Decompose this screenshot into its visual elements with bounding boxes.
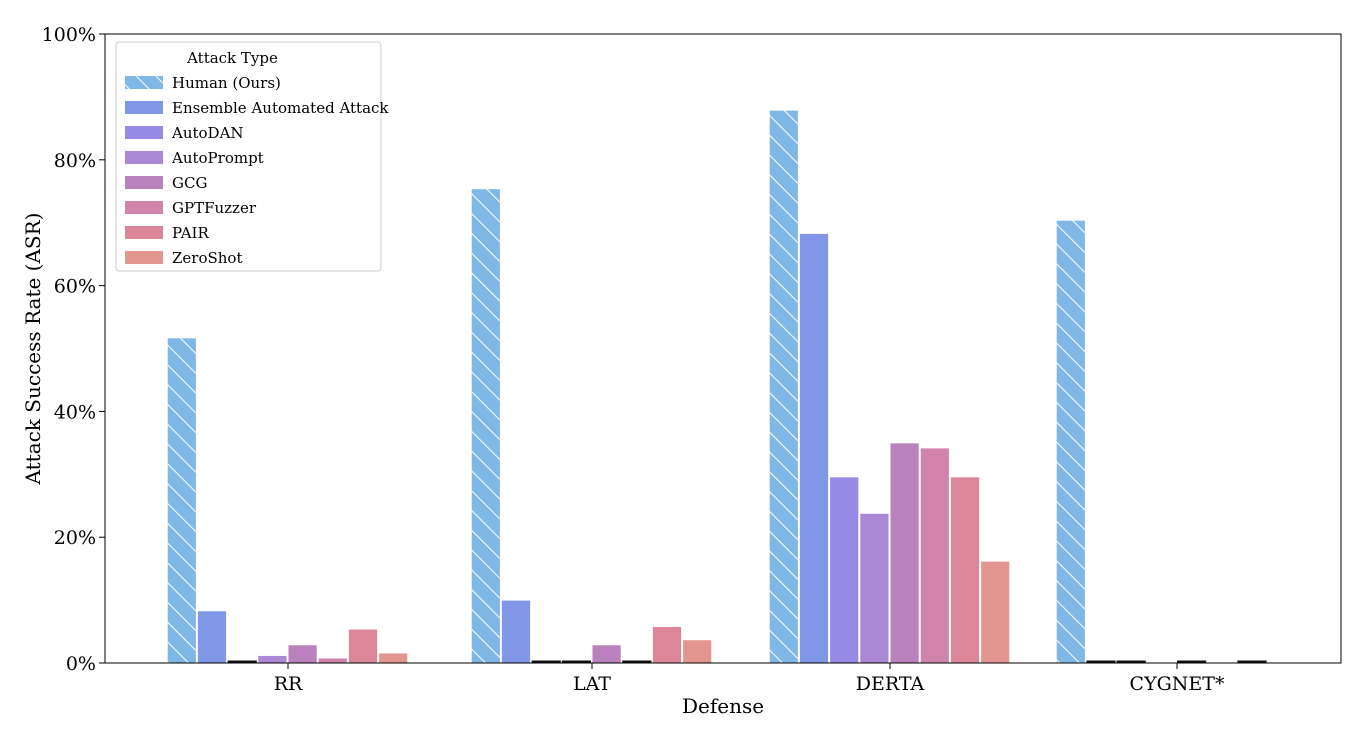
y-axis: 0% 20% 40% 60% 80% 100%: [42, 24, 105, 675]
bar-pair-derta: [949, 476, 981, 664]
bars-layer: [166, 109, 1267, 664]
legend-label: Human (Ours): [172, 74, 281, 92]
legend-swatch: [125, 251, 163, 264]
bar-gptfuzzer-rr: [317, 657, 348, 664]
plot-frame: [104, 33, 1342, 664]
legend-swatch: [125, 126, 163, 139]
y-tick-label: 0%: [66, 653, 96, 675]
bar-autodan-lat: [531, 660, 561, 663]
bar-hatch-lat: [471, 188, 501, 664]
bar-hatch-cygnet: [1056, 220, 1086, 663]
bar-ensemble-automated-attack-derta: [798, 232, 830, 664]
x-axis: RR LAT DERTA CYGNET*: [274, 663, 1225, 695]
y-axis-label: Attack Success Rate (ASR): [21, 213, 45, 486]
x-axis-label: Defense: [682, 694, 764, 718]
bar-autoprompt-lat: [561, 660, 591, 663]
legend-swatch: [125, 201, 163, 214]
y-tick-label: 60%: [54, 276, 96, 298]
legend-label: ZeroShot: [172, 249, 243, 267]
bar-zeroshot-derta: [980, 560, 1011, 664]
x-tick-label: DERTA: [856, 673, 925, 695]
bar-gcg-rr: [287, 644, 318, 664]
bar-gptfuzzer-derta: [919, 447, 950, 664]
legend-label: AutoPrompt: [171, 149, 264, 167]
bar-hatch-derta: [769, 110, 799, 664]
bar-gptfuzzer-lat: [622, 660, 652, 663]
bar-hatch-rr: [167, 337, 197, 663]
legend-swatch: [125, 176, 163, 189]
bar-autoprompt-derta: [859, 512, 890, 664]
x-tick-label: RR: [274, 673, 303, 695]
bar-ensemble-automated-attack-cygnet: [1086, 660, 1116, 663]
legend-title: Attack Type: [186, 49, 278, 67]
bar-pair-cygnet: [1237, 660, 1267, 663]
legend-label: Ensemble Automated Attack: [172, 99, 389, 117]
bar-autodan-rr: [227, 660, 257, 663]
legend-label: AutoDAN: [171, 124, 244, 142]
y-tick-label: 100%: [42, 24, 96, 46]
bar-gcg-derta: [889, 442, 920, 664]
bar-autodan-derta: [829, 476, 860, 664]
y-tick-label: 80%: [54, 150, 96, 172]
legend-label: PAIR: [172, 224, 209, 242]
legend-swatch: [125, 226, 163, 239]
legend-swatch: [125, 101, 163, 114]
bar-pair-rr: [347, 628, 379, 664]
bar-gcg-cygnet: [1177, 660, 1207, 663]
y-tick-label: 20%: [54, 527, 96, 549]
y-tick-label: 40%: [54, 401, 96, 423]
legend-swatch-hatch: [125, 76, 163, 89]
bar-zeroshot-lat: [682, 639, 713, 664]
legend-swatch: [125, 151, 163, 164]
legend-box: [115, 41, 382, 272]
bar-zeroshot-rr: [378, 652, 409, 664]
bar-ensemble-automated-attack-rr: [196, 610, 228, 664]
legend-label: GPTFuzzer: [172, 199, 257, 217]
x-tick-label: LAT: [573, 673, 611, 695]
legend-label: GCG: [172, 174, 207, 192]
bar-pair-lat: [651, 626, 683, 664]
bar-gcg-lat: [591, 644, 622, 664]
x-tick-label: CYGNET*: [1130, 673, 1225, 695]
bar-ensemble-automated-attack-lat: [500, 599, 532, 664]
legend: Attack Type Human (Ours) Ensemble Automat…: [115, 41, 389, 272]
bar-autoprompt-rr: [257, 654, 288, 664]
bar-autodan-cygnet: [1116, 660, 1146, 663]
